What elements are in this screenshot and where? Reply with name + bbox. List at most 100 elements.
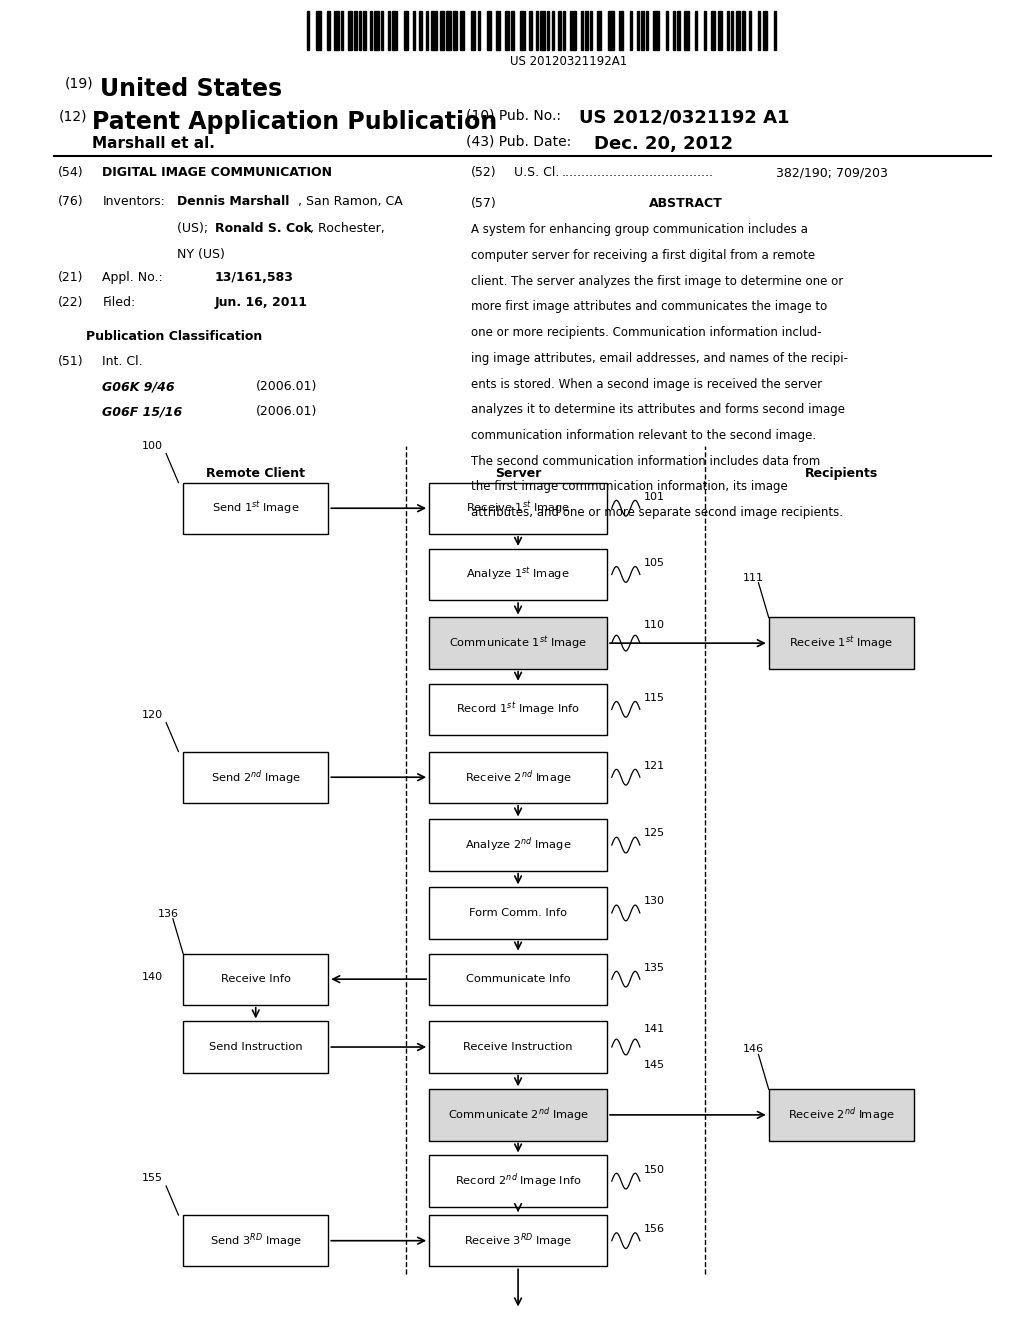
Bar xyxy=(727,11,729,50)
Text: ......................................: ...................................... xyxy=(561,166,713,180)
Text: 145: 145 xyxy=(644,1060,666,1071)
Text: (21): (21) xyxy=(58,271,84,284)
Text: 382/190; 709/203: 382/190; 709/203 xyxy=(776,166,888,180)
Text: Receive 2$^{nd}$ Image: Receive 2$^{nd}$ Image xyxy=(465,768,571,787)
Bar xyxy=(597,11,601,50)
Bar xyxy=(426,11,428,50)
Text: Filed:: Filed: xyxy=(102,296,135,309)
Text: Receive 2$^{nd}$ Image: Receive 2$^{nd}$ Image xyxy=(787,1106,895,1125)
Text: (US);: (US); xyxy=(177,222,212,235)
FancyBboxPatch shape xyxy=(429,1089,607,1140)
FancyBboxPatch shape xyxy=(769,618,914,669)
Bar xyxy=(677,11,680,50)
Text: Send Instruction: Send Instruction xyxy=(209,1041,302,1052)
Bar xyxy=(358,11,361,50)
Text: (12): (12) xyxy=(58,110,87,124)
FancyBboxPatch shape xyxy=(429,751,607,803)
Text: Inventors:: Inventors: xyxy=(102,195,165,209)
Bar xyxy=(666,11,669,50)
Bar xyxy=(505,11,509,50)
Bar xyxy=(763,11,767,50)
Bar xyxy=(520,11,524,50)
Text: client. The server analyzes the first image to determine one or: client. The server analyzes the first im… xyxy=(471,275,844,288)
Text: Form Comm. Info: Form Comm. Info xyxy=(469,908,567,917)
Text: computer server for receiving a first digital from a remote: computer server for receiving a first di… xyxy=(471,248,815,261)
Text: US 20120321192A1: US 20120321192A1 xyxy=(510,55,627,69)
Bar xyxy=(413,11,415,50)
Text: 130: 130 xyxy=(644,896,665,907)
Text: Marshall et al.: Marshall et al. xyxy=(92,136,215,150)
Bar xyxy=(370,11,373,50)
Text: Publication Classification: Publication Classification xyxy=(86,330,262,343)
Text: (10) Pub. No.:: (10) Pub. No.: xyxy=(466,108,561,123)
Bar xyxy=(630,11,633,50)
Text: Send 1$^{st}$ Image: Send 1$^{st}$ Image xyxy=(212,499,299,517)
Text: communication information relevant to the second image.: communication information relevant to th… xyxy=(471,429,816,442)
Text: Server: Server xyxy=(495,467,542,480)
Text: Communicate 2$^{nd}$ Image: Communicate 2$^{nd}$ Image xyxy=(447,1106,589,1125)
FancyBboxPatch shape xyxy=(429,483,607,533)
Bar xyxy=(388,11,390,50)
Bar xyxy=(558,11,561,50)
FancyBboxPatch shape xyxy=(429,1022,607,1073)
FancyBboxPatch shape xyxy=(183,953,329,1005)
Text: 156: 156 xyxy=(644,1224,665,1234)
Bar xyxy=(392,11,397,50)
Text: ABSTRACT: ABSTRACT xyxy=(649,197,723,210)
Text: U.S. Cl.: U.S. Cl. xyxy=(514,166,559,180)
Text: 13/161,583: 13/161,583 xyxy=(215,271,294,284)
FancyBboxPatch shape xyxy=(429,684,607,735)
Text: ents is stored. When a second image is received the server: ents is stored. When a second image is r… xyxy=(471,378,822,391)
Text: Recipients: Recipients xyxy=(805,467,878,480)
FancyBboxPatch shape xyxy=(429,1155,607,1206)
Bar xyxy=(673,11,675,50)
Text: Appl. No.:: Appl. No.: xyxy=(102,271,163,284)
Text: 100: 100 xyxy=(142,441,163,451)
FancyBboxPatch shape xyxy=(429,618,607,669)
Bar xyxy=(750,11,752,50)
Text: Analyze 2$^{nd}$ Image: Analyze 2$^{nd}$ Image xyxy=(465,836,571,854)
Bar xyxy=(637,11,639,50)
Text: Remote Client: Remote Client xyxy=(206,467,305,480)
Text: (43) Pub. Date:: (43) Pub. Date: xyxy=(466,135,571,149)
Text: (2006.01): (2006.01) xyxy=(256,405,317,418)
FancyBboxPatch shape xyxy=(183,751,329,803)
Bar xyxy=(307,11,309,50)
Text: 125: 125 xyxy=(644,829,666,838)
Text: Record 2$^{nd}$ Image Info: Record 2$^{nd}$ Image Info xyxy=(455,1172,582,1191)
Bar xyxy=(774,11,776,50)
Bar xyxy=(420,11,422,50)
Text: NY (US): NY (US) xyxy=(177,248,225,261)
Bar xyxy=(758,11,760,50)
Text: (54): (54) xyxy=(58,166,84,180)
Text: 101: 101 xyxy=(644,491,665,502)
FancyBboxPatch shape xyxy=(429,953,607,1005)
Bar xyxy=(328,11,330,50)
Text: , Rochester,: , Rochester, xyxy=(310,222,385,235)
Bar xyxy=(347,11,352,50)
Text: (2006.01): (2006.01) xyxy=(256,380,317,393)
Text: , San Ramon, CA: , San Ramon, CA xyxy=(298,195,402,209)
Text: (51): (51) xyxy=(58,355,84,368)
Bar xyxy=(684,11,688,50)
Text: attributes, and one or more separate second image recipients.: attributes, and one or more separate sec… xyxy=(471,507,843,519)
Bar xyxy=(552,11,554,50)
Text: Record 1$^{st}$ Image Info: Record 1$^{st}$ Image Info xyxy=(456,701,580,718)
Bar xyxy=(471,11,475,50)
Text: (22): (22) xyxy=(58,296,84,309)
Bar xyxy=(652,11,659,50)
Text: 146: 146 xyxy=(742,1044,764,1055)
Text: (19): (19) xyxy=(65,77,93,91)
Text: 120: 120 xyxy=(142,710,163,719)
Text: 105: 105 xyxy=(644,558,665,568)
Bar xyxy=(316,11,321,50)
Bar xyxy=(541,11,545,50)
Text: Dec. 20, 2012: Dec. 20, 2012 xyxy=(594,135,733,153)
Text: 155: 155 xyxy=(142,1173,163,1184)
Bar xyxy=(375,11,379,50)
Bar xyxy=(403,11,409,50)
Bar xyxy=(511,11,514,50)
Bar xyxy=(563,11,565,50)
FancyBboxPatch shape xyxy=(183,1214,329,1266)
Text: G06F 15/16: G06F 15/16 xyxy=(102,405,182,418)
